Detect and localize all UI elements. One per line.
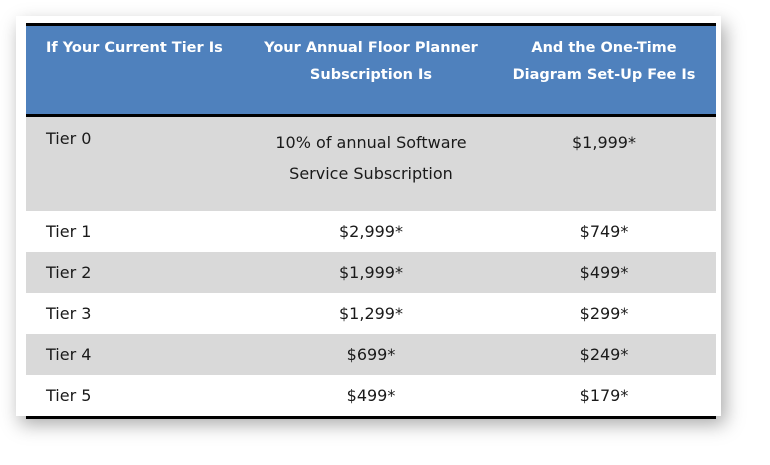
pricing-table: If Your Current Tier Is Your Annual Floo…: [26, 23, 716, 419]
tier-cell: Tier 1: [46, 222, 92, 241]
header-setup-fee: And the One-Time Diagram Set-Up Fee Is: [492, 23, 716, 117]
setup-fee-cell: $179*: [492, 375, 716, 419]
tier-cell: Tier 5: [26, 375, 250, 419]
header-annual-subscription-line-1: Your Annual Floor Planner: [264, 40, 478, 56]
tier-cell: Tier 4: [46, 345, 92, 364]
table-row: Tier 5 $499* $179*: [26, 375, 716, 419]
subscription-cell: 10% of annual Software Service Subscript…: [250, 116, 492, 212]
header-annual-subscription-line-2: Subscription Is: [309, 67, 433, 83]
subscription-cell: $699*: [346, 345, 396, 364]
setup-fee-cell: $249*: [579, 345, 629, 364]
pricing-table-container: If Your Current Tier Is Your Annual Floo…: [26, 23, 716, 419]
table-body: Tier 0 10% of annual Software Service Su…: [26, 115, 716, 419]
setup-fee-cell: $1,999*: [572, 133, 636, 152]
table-row: Tier 1 $2,999* $749*: [26, 211, 716, 252]
table-row: Tier 0 10% of annual Software Service Su…: [26, 115, 716, 212]
subscription-line-2: Service Subscription: [289, 164, 453, 183]
header-setup-fee-line-2: Diagram Set-Up Fee Is: [512, 67, 696, 83]
subscription-line-1: 10% of annual Software: [275, 133, 467, 152]
setup-fee-cell: $499*: [579, 263, 629, 282]
subscription-cell: $2,999*: [339, 222, 403, 241]
table-row: Tier 2 $1,999* $499*: [26, 252, 716, 293]
table-header: If Your Current Tier Is Your Annual Floo…: [26, 23, 716, 117]
table-row: Tier 4 $699* $249*: [26, 334, 716, 375]
header-current-tier-line-1: If Your Current Tier Is: [46, 40, 223, 56]
table-image-frame: If Your Current Tier Is Your Annual Floo…: [16, 16, 721, 419]
tier-cell: Tier 2: [46, 263, 92, 282]
header-setup-fee-line-1: And the One-Time: [531, 40, 677, 56]
table-row: Tier 3 $1,299* $299*: [26, 293, 716, 334]
header-annual-subscription: Your Annual Floor Planner Subscription I…: [250, 23, 492, 117]
header-row: If Your Current Tier Is Your Annual Floo…: [26, 23, 716, 117]
subscription-cell: $1,999*: [339, 263, 403, 282]
tier-cell: Tier 0: [46, 129, 92, 148]
setup-fee-cell: $749*: [579, 222, 629, 241]
tier-cell: Tier 3: [46, 304, 92, 323]
header-current-tier: If Your Current Tier Is: [26, 23, 250, 117]
subscription-cell: $1,299*: [339, 304, 403, 323]
setup-fee-cell: $299*: [579, 304, 629, 323]
subscription-cell: $499*: [250, 375, 492, 419]
